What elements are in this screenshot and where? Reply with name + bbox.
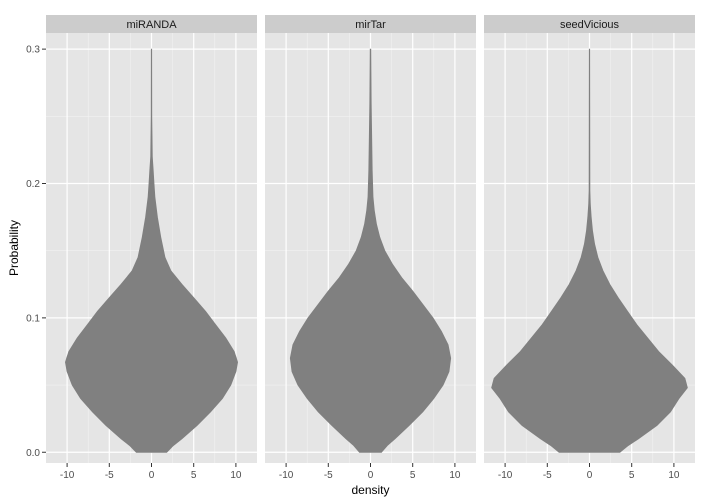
- x-tick-label: 0: [587, 470, 593, 481]
- y-axis: 0.0 0.1 0.2 0.3: [26, 45, 46, 459]
- strip-label: mirTar: [355, 19, 386, 31]
- strip-label: miRANDA: [126, 19, 177, 31]
- strip-label: seedVicious: [560, 19, 620, 31]
- x-tick-label: 5: [191, 470, 197, 481]
- x-tick-label: -10: [279, 470, 294, 481]
- strip-background: [46, 15, 257, 33]
- x-tick-label: 10: [668, 470, 680, 481]
- strip-background: [484, 15, 695, 33]
- panel-mirTar: mirTar -10 -5 0 5 10: [265, 15, 476, 481]
- x-tick-label: -5: [543, 470, 552, 481]
- x-tick-label: 10: [230, 470, 242, 481]
- x-tick-label: 5: [410, 470, 416, 481]
- x-tick-label: -10: [60, 470, 75, 481]
- violin-mirTar: [289, 48, 452, 453]
- violin-miRANDA: [64, 48, 239, 453]
- y-tick-label: 0.1: [26, 313, 40, 324]
- x-tick-label: 0: [368, 470, 374, 481]
- x-tick-label: -5: [324, 470, 333, 481]
- x-tick-label: -10: [498, 470, 513, 481]
- y-tick-label: 0.0: [26, 448, 40, 459]
- strip-background: [265, 15, 476, 33]
- y-axis-title: Probability: [7, 220, 21, 276]
- panel-seedVicious: seedVicious -10 -5 0 5 10: [484, 15, 695, 481]
- x-tick-label: 10: [449, 470, 461, 481]
- x-tick-label: 5: [629, 470, 635, 481]
- violin-seedVicious: [491, 48, 688, 453]
- y-tick-label: 0.3: [26, 45, 40, 56]
- x-axis-title: density: [351, 483, 389, 497]
- y-tick-label: 0.2: [26, 179, 40, 190]
- panel-miRANDA: miRANDA -10 -5 0 5 10: [46, 15, 257, 481]
- x-tick-label: -5: [105, 470, 114, 481]
- x-tick-label: 0: [149, 470, 155, 481]
